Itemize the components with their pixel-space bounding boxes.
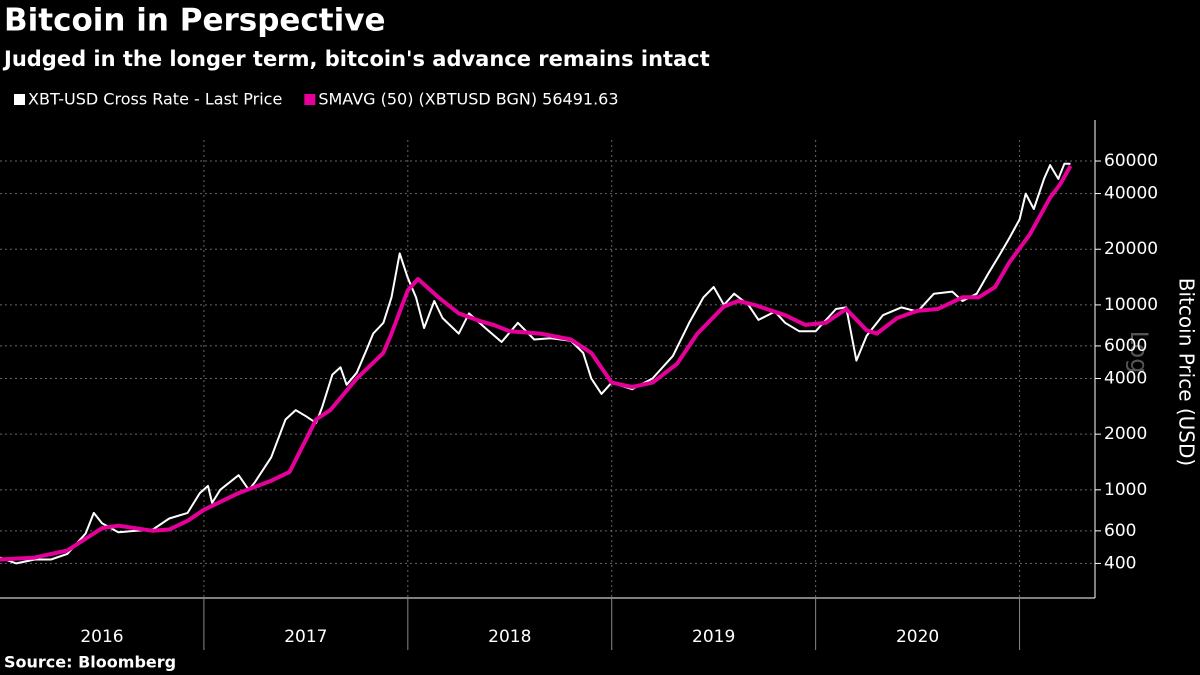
legend-swatch [14, 94, 25, 105]
y-tick-label: 1000 [1104, 480, 1147, 500]
y-tick-label: 6000 [1104, 336, 1147, 356]
scale-watermark: Log [1125, 331, 1153, 374]
y-tick-label: 60000 [1104, 151, 1158, 171]
legend-swatch [304, 94, 316, 105]
y-tick-label: 2000 [1104, 424, 1147, 444]
y-tick-label: 4000 [1104, 368, 1147, 388]
y-axis-label: Bitcoin Price (USD) [1175, 278, 1199, 466]
y-tick-label: 600 [1104, 521, 1136, 541]
series-line [0, 164, 1073, 562]
legend-label: XBT-USD Cross Rate - Last Price [28, 90, 282, 109]
y-tick-label: 20000 [1104, 239, 1158, 259]
chart-title: Bitcoin in Perspective [4, 3, 385, 39]
legend-label: SMAVG (50) (XBTUSD BGN) 56491.63 [318, 90, 618, 109]
y-tick-label: 40000 [1104, 184, 1158, 204]
x-tick-label: 2016 [80, 627, 123, 647]
x-tick-label: 2018 [488, 627, 531, 647]
series-line [0, 162, 1071, 565]
y-tick-label: 10000 [1104, 295, 1158, 315]
x-tick-label: 2019 [692, 627, 735, 647]
chart-subtitle: Judged in the longer term, bitcoin's adv… [2, 47, 710, 71]
y-tick-label: 400 [1104, 553, 1136, 573]
source: Source: Bloomberg [4, 653, 176, 672]
x-tick-label: 2020 [896, 627, 939, 647]
x-tick-label: 2017 [284, 627, 327, 647]
